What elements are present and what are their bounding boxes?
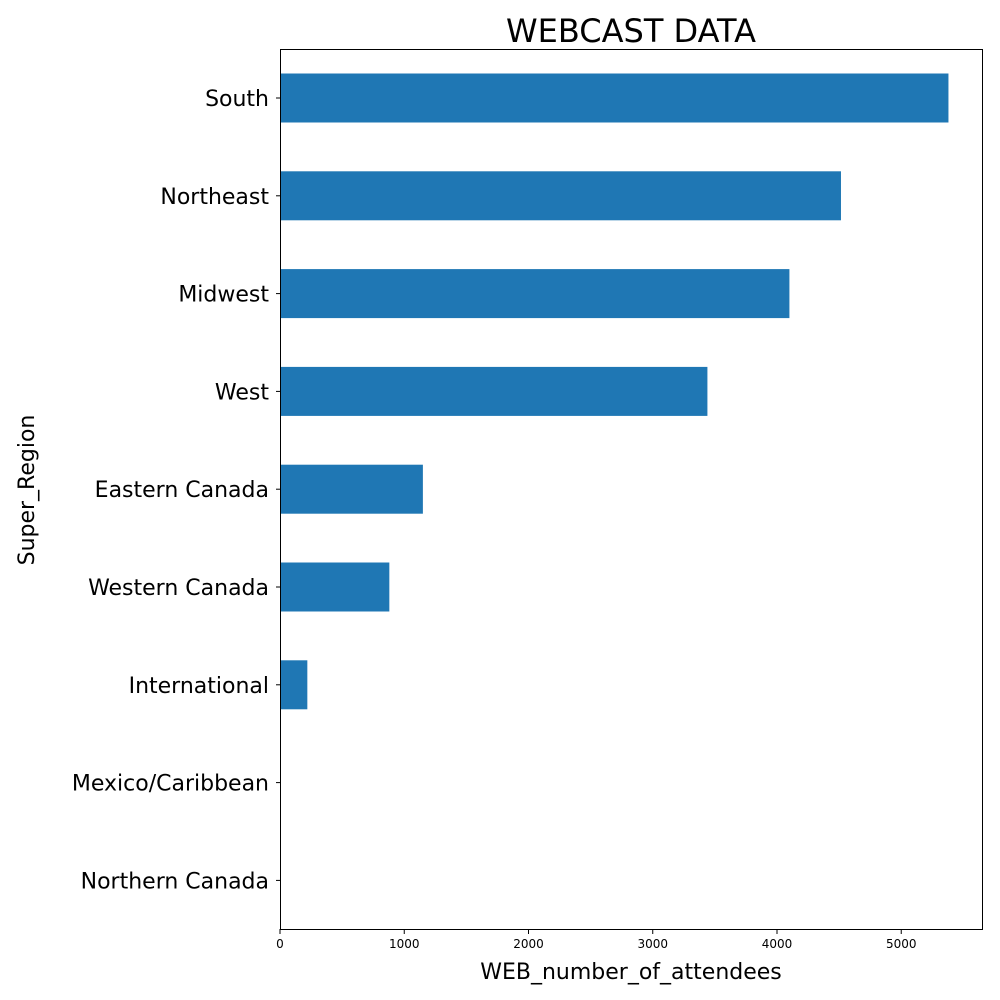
x-tick-label: 0 [276, 937, 284, 951]
plot-frame [280, 49, 983, 930]
x-axis-title: WEB_number_of_attendees [480, 960, 782, 985]
y-tick-label: West [215, 380, 269, 405]
y-axis: South Northeast Midwest West Eastern Canada W… [72, 87, 280, 894]
x-tick-label: 3000 [637, 937, 668, 951]
bar-eastern-canada [280, 464, 423, 514]
y-tick-label: Eastern Canada [95, 478, 269, 503]
bars-layer [280, 73, 949, 710]
bar-western-canada [280, 562, 390, 612]
bar-midwest [280, 269, 790, 319]
chart-title: WEBCAST DATA [506, 12, 756, 50]
x-tick-label: 1000 [389, 937, 420, 951]
y-tick-label: Midwest [178, 283, 269, 308]
bar-west [280, 366, 708, 416]
y-axis-title: Super_Region [15, 415, 40, 566]
bar-south [280, 73, 949, 123]
x-tick-label: 4000 [762, 937, 793, 951]
bar-northeast [280, 171, 841, 221]
x-tick-label: 5000 [886, 937, 917, 951]
y-tick-label: Western Canada [88, 576, 269, 601]
y-tick-label: South [205, 87, 269, 112]
y-tick-label: Mexico/Caribbean [72, 772, 269, 797]
x-tick-label: 2000 [513, 937, 544, 951]
y-tick-label: Northern Canada [81, 869, 269, 894]
x-axis: 0 1000 2000 3000 4000 5000 [276, 929, 917, 951]
y-tick-label: International [129, 674, 269, 699]
bar-international [280, 660, 308, 710]
y-tick-label: Northeast [160, 185, 269, 210]
